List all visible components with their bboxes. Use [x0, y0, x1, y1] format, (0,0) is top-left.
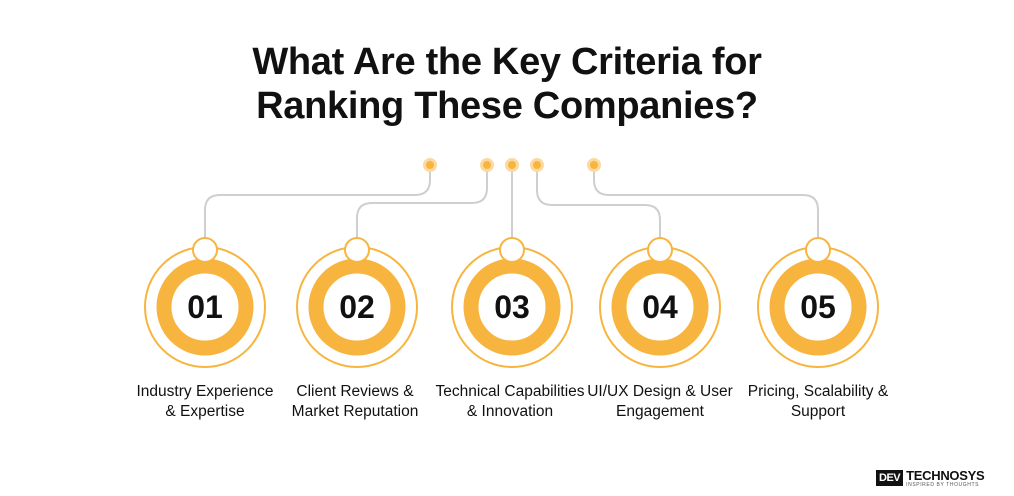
page-title: What Are the Key Criteria for Ranking Th… — [0, 40, 1014, 128]
brand-logo: DEV TECHNOSYS INSPIRED BY THOUGHTS — [876, 466, 985, 490]
step-number: 01 — [187, 289, 223, 325]
step-inner-ring — [611, 258, 709, 356]
connector-dot-4 — [530, 158, 544, 172]
connector-line-1 — [204, 165, 431, 240]
step-label-2: Client Reviews & Market Reputation — [291, 383, 419, 420]
connector-dot-1 — [423, 158, 437, 172]
step-circle-4: 04 — [599, 237, 721, 368]
connector-line-5 — [593, 165, 819, 240]
connector-dot-3 — [505, 158, 519, 172]
step-number: 04 — [642, 289, 678, 325]
brand-name: TECHNOSYS — [906, 467, 985, 483]
step-inner-ring — [463, 258, 561, 356]
step-inner-ring — [769, 258, 867, 356]
connector-line-2 — [356, 165, 488, 240]
step-label-3: Technical Capabilities & Innovation — [435, 383, 585, 420]
title-line-2: Ranking These Companies? — [256, 85, 758, 127]
step-circle-3: 03 — [451, 237, 573, 368]
title-line-1: What Are the Key Criteria for — [252, 41, 762, 83]
brand-logo-mark: DEV — [876, 470, 904, 486]
step-inner-ring — [308, 258, 406, 356]
connector-line-4 — [536, 165, 661, 240]
step-label-5: Pricing, Scalability & Support — [747, 383, 889, 420]
step-circle-2: 02 — [296, 237, 418, 368]
connector-dot-2 — [480, 158, 494, 172]
step-top-knob — [647, 237, 673, 263]
step-number: 03 — [494, 289, 530, 325]
step-circles: 01 02 03 04 05 — [144, 237, 879, 368]
step-top-knob — [192, 237, 218, 263]
step-label-4: UI/UX Design & User Engagement — [587, 383, 733, 420]
step-circle-5: 05 — [757, 237, 879, 368]
step-label-1: Industry Experience & Expertise — [136, 383, 274, 420]
step-inner-ring — [156, 258, 254, 356]
step-number: 05 — [800, 289, 836, 325]
step-number: 02 — [339, 289, 375, 325]
step-circle-1: 01 — [144, 237, 266, 368]
step-top-knob — [805, 237, 831, 263]
step-top-knob — [344, 237, 370, 263]
step-top-knob — [499, 237, 525, 263]
connector-lines — [204, 158, 819, 240]
brand-tagline: INSPIRED BY THOUGHTS — [906, 481, 980, 488]
connector-dot-5 — [587, 158, 601, 172]
